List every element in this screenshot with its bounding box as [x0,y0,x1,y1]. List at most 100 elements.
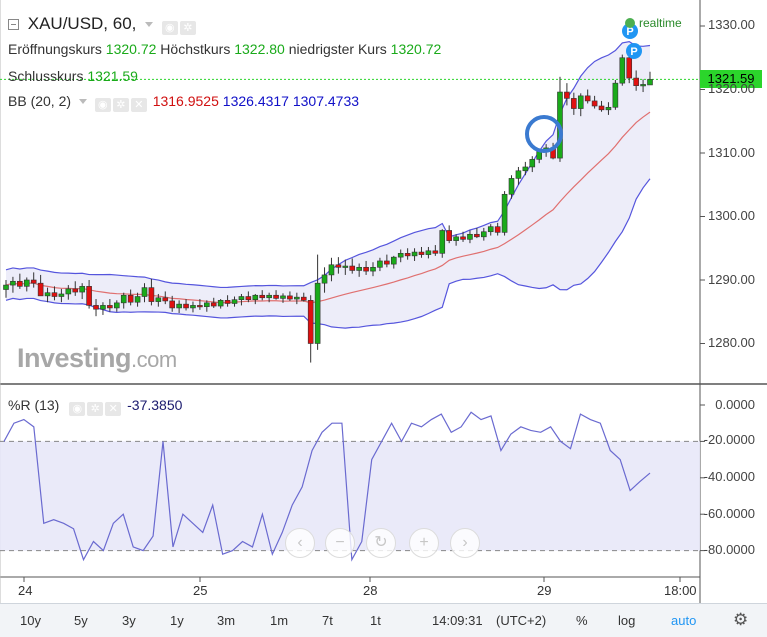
wr-tick: -60.0000 [703,506,755,521]
range-5y-button[interactable]: 5y [74,613,88,628]
candle-body [328,264,335,276]
eye-icon[interactable]: ◉ [69,402,86,416]
candle-body [65,288,72,295]
low-value: 1320.72 [390,41,442,57]
candle-body [252,294,259,300]
candle-body [501,193,508,233]
candle-body [217,300,224,307]
candle-body [335,264,342,268]
bb-middle-value: 1316.9525 [152,93,219,109]
close-icon[interactable]: ✕ [130,98,147,112]
candle-body [162,297,169,302]
clock-time: 14:09:31 [432,613,483,628]
wr-tick: 0.0000 [715,397,755,412]
candle-body [349,265,356,271]
price-tick: 1330.00 [708,17,755,32]
gear-icon[interactable]: ✲ [112,98,129,112]
candle-body [370,266,376,272]
candle-body [224,300,231,304]
percent-toggle[interactable]: % [576,613,588,628]
candle-body [204,302,210,307]
ohlc-row: Eröffnungskurs 1320.72 Höchstkurs 1322.8… [8,41,441,57]
candle-body [169,300,175,309]
candle-body [155,297,162,302]
gear-icon[interactable]: ⚙ [733,610,749,629]
price-tick: 1280.00 [708,335,755,350]
wr-label: %R (13) [8,397,60,413]
candle-body [107,305,113,309]
candle-body [93,305,99,310]
collapse-icon[interactable] [8,19,19,30]
eye-icon[interactable]: ◉ [94,98,111,112]
candle-body [647,79,653,86]
candle-body [190,305,196,309]
candle-body [487,226,494,233]
candle-body [598,105,605,111]
chevron-left-icon[interactable]: ‹ [285,528,315,558]
candle-body [245,296,252,300]
high-value: 1322.80 [234,41,285,57]
candle-body [148,287,155,302]
chevron-down-icon[interactable] [78,99,87,104]
candle-body [446,230,452,241]
range-1y-button[interactable]: 1y [170,613,184,628]
candle-body [384,260,390,265]
open-value: 1320.72 [105,41,157,57]
candle-body [453,236,459,241]
gear-icon[interactable]: ✲ [179,21,196,35]
close-icon[interactable]: ✕ [105,402,122,416]
event-marker-label: P [630,46,637,58]
candle-body [411,251,418,257]
range-3m-button[interactable]: 3m [217,613,236,628]
candle-body [577,95,584,109]
candle-body [210,302,217,307]
log-toggle[interactable]: log [618,613,636,628]
candle-body [100,305,106,310]
candle-body [425,250,432,255]
range-10y-button[interactable]: 10y [20,613,41,628]
candle-body [86,286,92,306]
range-1m-button[interactable]: 1m [270,613,289,628]
eye-icon[interactable]: ◉ [161,21,178,35]
close-row: Schlusskurs 1321.59 [8,68,138,84]
time-tick: 24 [18,583,33,598]
chevron-down-icon[interactable] [145,22,154,27]
range-3y-button[interactable]: 3y [122,613,136,628]
candle-body [356,266,362,271]
candle-body [605,106,612,111]
range-1t-button[interactable]: 1t [370,613,381,628]
time-tick: 29 [537,583,552,598]
candle-body [418,251,425,255]
wr-value: -37.3850 [127,397,183,413]
candle-body [58,293,65,297]
range-7t-button[interactable]: 7t [322,613,333,628]
candle-body [30,279,37,284]
candle-body [494,226,501,233]
candle-body [397,253,404,258]
candle-body [176,303,182,309]
candle-body [626,57,633,79]
zoom-out-icon[interactable]: − [325,528,355,558]
bb-label: BB (20, 2) [8,93,72,109]
auto-toggle[interactable]: auto [671,613,697,628]
chevron-right-icon[interactable]: › [450,528,480,558]
candle-body [591,100,598,107]
price-tick: 1320.00 [708,81,755,96]
wr-tick: -80.0000 [703,542,755,557]
status-dot-icon [625,18,635,28]
candle-body [266,294,272,299]
candle-body [300,296,307,301]
bollinger-lower-line [5,178,651,329]
gear-icon[interactable]: ✲ [87,402,104,416]
timezone-button[interactable]: (UTC+2) [496,613,547,628]
high-label: Höchstkurs [160,41,231,57]
bollinger-upper-line [5,40,651,289]
wr-line [3,411,651,562]
reset-icon[interactable]: ↻ [366,528,396,558]
candle-body [460,236,466,240]
candle-body [37,282,44,297]
zoom-in-icon[interactable]: + [409,528,439,558]
candle-body [390,256,397,265]
bb-lower-value: 1307.4733 [292,93,360,109]
last-price-badge: 1321.59 [700,70,762,88]
